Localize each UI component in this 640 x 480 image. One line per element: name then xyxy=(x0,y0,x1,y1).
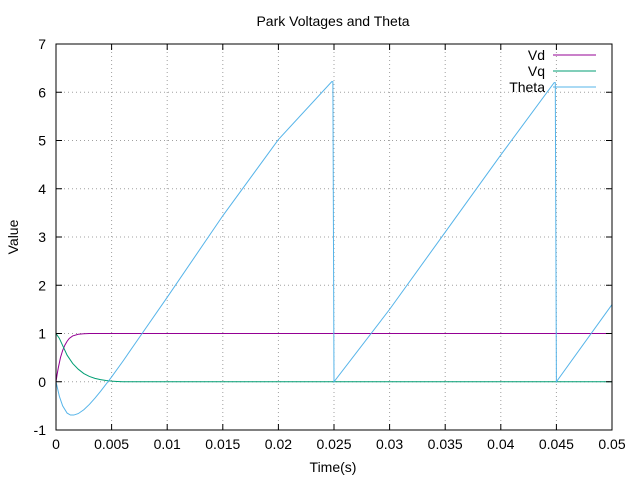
x-tick-label: 0.03 xyxy=(376,436,403,452)
y-tick-label: -1 xyxy=(34,422,47,438)
x-axis: 0 0.005 0.01 0.015 0.02 0.025 0.03 0.035 0.04 0.0… xyxy=(52,44,626,452)
series-line-vq xyxy=(55,333,612,383)
series-line-theta xyxy=(55,81,613,416)
y-tick-label: 3 xyxy=(38,229,46,245)
x-tick-label: 0 xyxy=(52,436,60,452)
plot-series xyxy=(55,81,613,416)
x-tick-label: 0.01 xyxy=(154,436,181,452)
legend-label-theta: Theta xyxy=(509,79,545,95)
y-tick-label: 0 xyxy=(38,374,46,390)
x-tick-label: 0.04 xyxy=(487,436,514,452)
x-tick-label: 0.05 xyxy=(598,436,625,452)
chart-title: Park Voltages and Theta xyxy=(256,13,409,29)
x-tick-label: 0.005 xyxy=(94,436,129,452)
x-tick-label: 0.025 xyxy=(316,436,351,452)
x-tick-label: 0.035 xyxy=(428,436,463,452)
y-tick-label: 1 xyxy=(38,326,46,342)
y-tick-label: 7 xyxy=(38,36,46,52)
y-axis: -1 0 1 2 3 4 5 6 7 xyxy=(34,36,612,438)
series-line-vd xyxy=(55,333,612,382)
y-tick-label: 5 xyxy=(38,133,46,149)
x-axis-label: Time(s) xyxy=(310,459,357,475)
x-tick-label: 0.015 xyxy=(205,436,240,452)
y-tick-label: 2 xyxy=(38,277,46,293)
x-tick-label: 0.045 xyxy=(539,436,574,452)
legend-label-vd: Vd xyxy=(528,47,545,63)
x-tick-label: 0.02 xyxy=(265,436,292,452)
legend-label-vq: Vq xyxy=(528,63,545,79)
y-axis-label: Value xyxy=(5,219,21,254)
y-tick-label: 4 xyxy=(38,181,46,197)
y-tick-label: 6 xyxy=(38,84,46,100)
